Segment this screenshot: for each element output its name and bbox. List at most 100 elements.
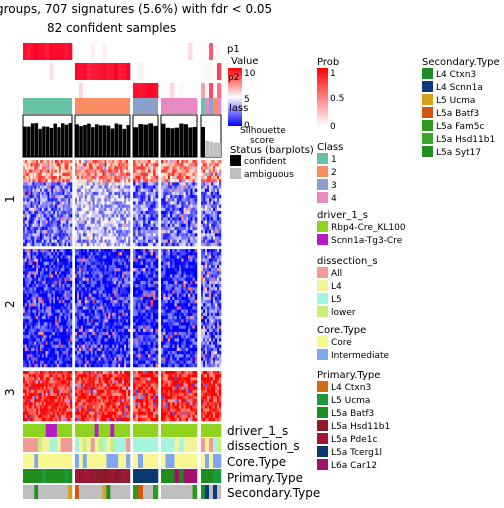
heatmap-cell [32, 363, 35, 368]
heatmap-cell [143, 284, 146, 288]
heatmap-cell [140, 264, 144, 269]
heatmap-cell [112, 249, 115, 253]
heatmap-cell [49, 185, 52, 189]
heatmap-cell [30, 300, 33, 304]
heatmap-cell [49, 312, 52, 317]
prob-cell [75, 63, 80, 80]
heatmap-cell [215, 191, 218, 196]
heatmap-cell [140, 315, 144, 320]
heatmap-cell [88, 233, 91, 237]
heatmap-cell [120, 312, 123, 317]
heatmap-cell [145, 290, 149, 294]
heatmap-cell [192, 169, 195, 173]
heatmap-cell [98, 239, 101, 244]
heatmap-cell [148, 204, 151, 209]
heatmap-cell [108, 306, 111, 310]
heatmap-cell [96, 322, 99, 326]
heatmap-cell [30, 210, 33, 215]
heatmap-cell [116, 319, 119, 323]
heatmap-cell [75, 306, 78, 310]
heatmap-cell [100, 335, 103, 339]
heatmap-cell [24, 290, 28, 294]
heatmap-cell [138, 335, 141, 339]
heatmap-cell [94, 252, 97, 256]
heatmap-cell [128, 214, 131, 218]
heatmap-cell [32, 312, 35, 317]
heatmap-cell [126, 268, 129, 272]
heatmap-cell [98, 312, 101, 317]
heatmap-cell [84, 207, 88, 212]
heatmap-cell [138, 207, 141, 212]
heatmap-cell [43, 338, 46, 342]
heatmap-cell [90, 163, 93, 167]
heatmap-cell [58, 277, 61, 282]
heatmap-cell [23, 264, 26, 269]
heatmap-cell [75, 319, 78, 323]
heatmap-cell [104, 223, 107, 228]
heatmap-cell [51, 223, 54, 228]
heatmap-cell [122, 255, 125, 259]
heatmap-cell [116, 163, 119, 167]
heatmap-cell [26, 328, 29, 333]
heatmap-cell [60, 309, 63, 314]
heatmap-cell [55, 217, 58, 221]
heatmap-cell [80, 341, 84, 345]
heatmap-cell [28, 325, 31, 329]
heatmap-cell [116, 271, 119, 275]
heatmap-cell [28, 204, 31, 209]
heatmap-cell [118, 179, 121, 183]
heatmap-cell [24, 322, 28, 326]
heatmap-cell [96, 220, 99, 224]
heatmap-cell [102, 331, 105, 336]
heatmap-cell [94, 198, 97, 202]
heatmap-cell [58, 338, 61, 342]
heatmap-cell [78, 223, 82, 228]
heatmap-cell [161, 179, 164, 183]
heatmap-cell [209, 188, 212, 193]
heatmap-cell [28, 230, 31, 234]
heatmap-cell [78, 315, 82, 320]
heatmap-cell [153, 166, 156, 170]
heatmap-cell [41, 338, 44, 342]
heatmap-cell [124, 201, 127, 205]
heatmap-cell [60, 306, 63, 310]
heatmap-cell [43, 287, 46, 291]
heatmap-cell [148, 277, 151, 282]
heatmap-cell [138, 271, 141, 275]
heatmap-cell [23, 160, 26, 164]
heatmap-cell [45, 214, 48, 218]
heatmap-cell [28, 331, 31, 336]
heatmap-cell [62, 220, 65, 224]
heatmap-cell [76, 201, 80, 205]
heatmap-cell [112, 347, 115, 352]
heatmap-cell [80, 210, 84, 215]
heatmap-cell [70, 331, 73, 336]
heatmap-cell [86, 179, 89, 183]
heatmap-cell [39, 255, 43, 259]
heatmap-cell [78, 338, 82, 342]
heatmap-cell [188, 223, 191, 228]
heatmap-cell [68, 351, 71, 355]
heatmap-cell [82, 351, 86, 355]
heatmap-cell [140, 303, 144, 307]
silhouette-bar [110, 128, 115, 157]
heatmap-cell [205, 185, 208, 189]
heatmap-cell [62, 191, 65, 196]
heatmap-cell [219, 226, 222, 231]
heatmap-cell [174, 195, 177, 199]
heatmap-cell [126, 341, 129, 345]
heatmap-cell [167, 236, 171, 240]
heatmap-cell [41, 296, 44, 301]
heatmap-cell [94, 255, 97, 259]
heatmap-cell [76, 284, 80, 288]
heatmap-cell [209, 220, 212, 224]
heatmap-cell [106, 233, 109, 237]
heatmap-cell [150, 163, 154, 167]
heatmap-cell [118, 274, 121, 278]
heatmap-cell [128, 271, 131, 275]
heatmap-cell [88, 315, 91, 320]
heatmap-cell [133, 217, 136, 221]
heatmap-cell [76, 360, 80, 365]
heatmap-cell [128, 341, 131, 345]
heatmap-cell [217, 214, 220, 218]
